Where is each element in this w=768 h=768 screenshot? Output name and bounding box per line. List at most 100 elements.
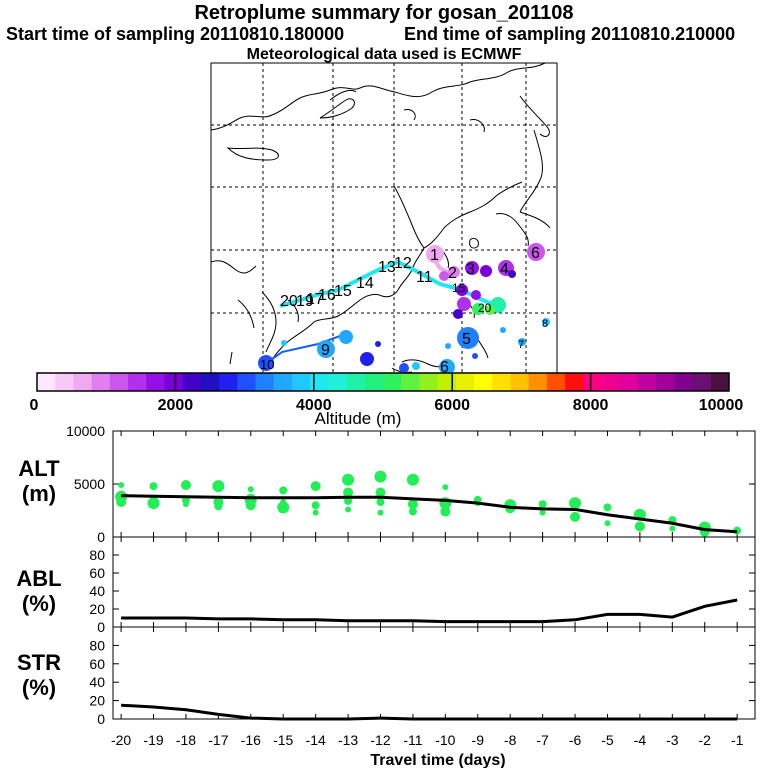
map-cluster xyxy=(426,245,444,263)
x-tick-label: -13 xyxy=(338,732,358,748)
map-day-number: 11 xyxy=(416,269,433,286)
map-day-number: 4 xyxy=(500,261,509,278)
cluster-point xyxy=(442,484,449,491)
cluster-point xyxy=(118,482,125,489)
map-cluster xyxy=(317,340,335,358)
str-frame xyxy=(112,626,756,720)
abl-label-line1: ABL xyxy=(16,566,62,591)
map-day-number: 2 xyxy=(448,265,457,282)
y-tick-label: 60 xyxy=(89,565,105,581)
y-tick-label: 5000 xyxy=(74,476,105,492)
map-day-number: 20 xyxy=(478,301,492,315)
map-cluster xyxy=(448,266,460,278)
x-tick-label: -20 xyxy=(111,732,131,748)
cluster-point xyxy=(147,497,160,510)
cluster-point xyxy=(279,486,288,495)
map-cluster xyxy=(527,243,545,261)
map-day-number: 9 xyxy=(321,342,330,359)
map-cluster xyxy=(412,362,420,370)
y-tick-label: 0 xyxy=(97,711,105,727)
map-cluster xyxy=(542,318,550,326)
map-cluster xyxy=(456,284,468,296)
cluster-point xyxy=(539,509,546,516)
map-day-number: 3 xyxy=(466,261,475,278)
cluster-point xyxy=(375,487,386,498)
map-cluster xyxy=(439,359,455,375)
map-cluster xyxy=(500,327,506,333)
map-content: 1 11 13 12 14 15 16 17 19 20 2 3 4 5 6 6… xyxy=(210,62,558,376)
cluster-point xyxy=(407,499,418,510)
x-tick-label: -16 xyxy=(241,732,261,748)
map-day-number: 6 xyxy=(440,359,449,376)
x-tick-label: -4 xyxy=(634,732,647,748)
map-day-number: 13 xyxy=(378,259,396,276)
map-cluster xyxy=(453,309,463,319)
cluster-point xyxy=(603,503,612,512)
y-tick-label: 80 xyxy=(89,637,105,653)
cluster-point xyxy=(310,481,321,492)
y-tick-label: 0 xyxy=(97,619,105,635)
map-cluster xyxy=(471,290,481,300)
x-tick-label: -9 xyxy=(472,732,485,748)
x-tick-label: -17 xyxy=(208,732,228,748)
map-cluster xyxy=(465,261,479,275)
cluster-point xyxy=(212,480,225,493)
str-label-line2: (%) xyxy=(21,675,57,700)
y-tick-label: 40 xyxy=(89,674,105,690)
map-day-number: 12 xyxy=(394,255,412,272)
cluster-point xyxy=(376,498,385,507)
y-tick-label: 40 xyxy=(89,583,105,599)
alt-label-line2: (m) xyxy=(21,481,57,506)
cluster-point xyxy=(569,497,582,510)
cluster-point xyxy=(634,521,645,532)
x-tick-label: -11 xyxy=(403,732,422,748)
map-cluster xyxy=(399,363,409,373)
cluster-point xyxy=(570,511,581,522)
cluster-point xyxy=(180,480,191,491)
map-day-number: 19 xyxy=(296,293,314,310)
x-tick-label: -3 xyxy=(666,732,679,748)
y-tick-label: 10000 xyxy=(66,423,105,439)
x-tick-label: -2 xyxy=(699,732,712,748)
map-day-number: 7 xyxy=(518,339,524,351)
map-cluster xyxy=(485,305,495,315)
coastlines xyxy=(210,62,551,373)
x-tick-label: -1 xyxy=(731,732,744,748)
x-tick-label: -15 xyxy=(273,732,293,748)
map-cluster xyxy=(281,340,287,346)
cluster-point xyxy=(377,509,384,516)
end-time-label: End time of sampling 20110810.210000 xyxy=(404,24,736,44)
cluster-point xyxy=(343,487,354,498)
abl-series-line xyxy=(121,598,738,624)
map-cluster xyxy=(472,303,484,315)
map-day-number: 5 xyxy=(462,331,471,348)
alt-label-line1: ALT xyxy=(18,456,60,481)
abl-panel: 0 20 40 60 80 xyxy=(89,536,756,635)
x-tick-label: -14 xyxy=(306,732,326,748)
map-cluster xyxy=(258,355,274,371)
x-tick-label: -18 xyxy=(176,732,196,748)
cluster-point xyxy=(406,473,419,486)
cluster-point xyxy=(149,482,158,491)
x-axis-label: Travel time (days) xyxy=(370,752,505,768)
cluster-point xyxy=(247,486,254,493)
x-tick-label: -12 xyxy=(370,732,390,748)
y-tick-label: 20 xyxy=(89,693,105,709)
cluster-point xyxy=(245,500,256,511)
map-cluster xyxy=(518,338,526,346)
map-cluster xyxy=(472,353,478,359)
cluster-point xyxy=(342,473,355,486)
start-time-label: Start time of sampling 20110810.180000 xyxy=(6,24,345,44)
alt-label: ALT (m) xyxy=(14,456,64,506)
map-cluster xyxy=(339,330,353,344)
cluster-point xyxy=(538,500,547,509)
map-day-number: 20 xyxy=(280,293,298,310)
cluster-point xyxy=(214,502,223,511)
str-label-line1: STR xyxy=(17,650,61,675)
map-cluster xyxy=(508,270,516,278)
map-day-numbers: 1 11 13 12 14 15 16 17 19 20 2 3 4 5 6 6… xyxy=(260,245,548,376)
map-day-number: 17 xyxy=(306,291,324,308)
map-cluster xyxy=(457,297,471,311)
y-tick-label: 80 xyxy=(89,547,105,563)
